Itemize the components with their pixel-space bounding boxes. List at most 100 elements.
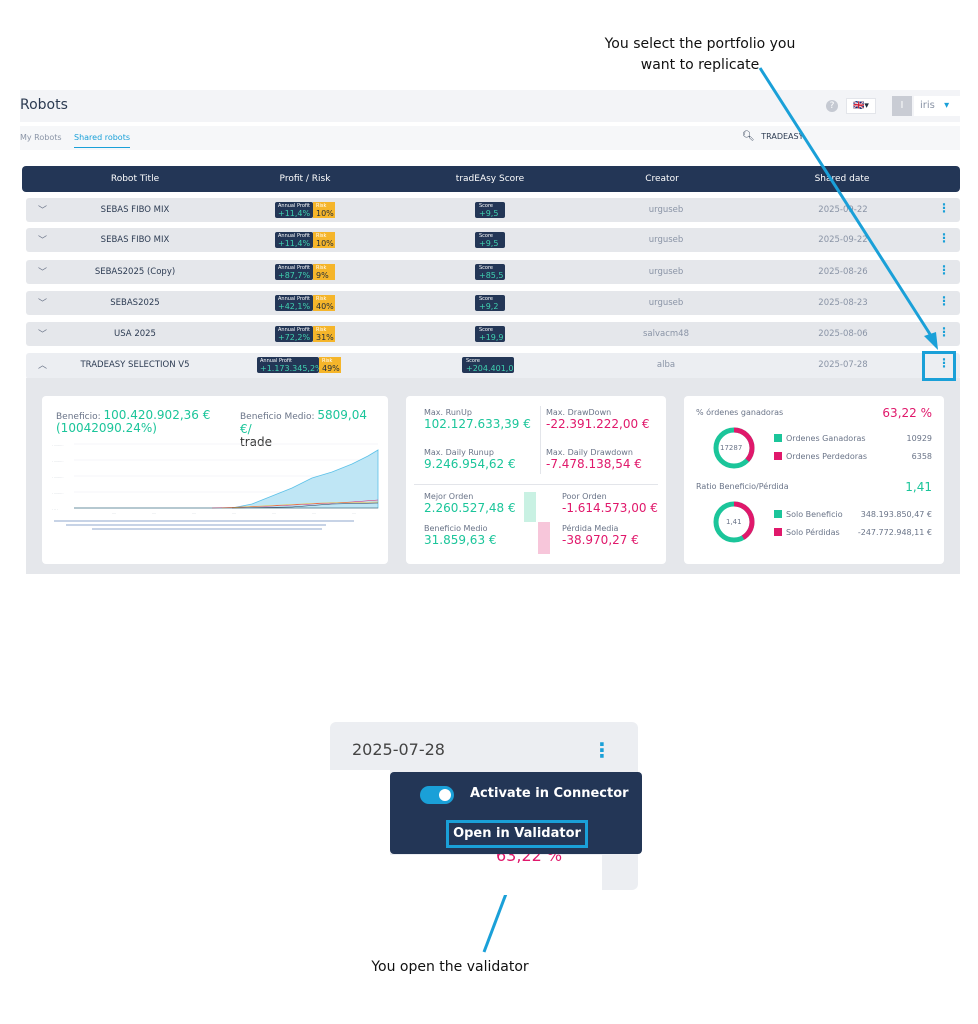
search-icon: 🔍︎ (742, 131, 755, 142)
profit-badge: Annual Profit +1.173.345,2% (257, 357, 319, 373)
col-shared-date[interactable]: Shared date (814, 174, 870, 184)
table-row[interactable]: ︿ TRADEASY SELECTION V5 Annual Profit +1.17… (26, 353, 960, 379)
help-icon[interactable]: ? (826, 100, 838, 112)
win-pct-value: 63,22 % (882, 406, 932, 420)
table-row[interactable]: ﹀ SEBAS FIBO MIX Annual Profit +11,4% Risk 10… (26, 228, 960, 252)
profit-badge-label: Annual Profit (278, 203, 311, 209)
creator: urguseb (648, 267, 684, 277)
chevron-down-icon[interactable]: ﹀ (38, 206, 48, 216)
more-options-icon[interactable]: ⋮ (938, 356, 950, 370)
more-options-icon[interactable]: ⋮ (938, 263, 950, 277)
profit-badge: Annual Profit +87,7% (275, 264, 313, 280)
col-profit-risk[interactable]: Profit / Risk (279, 174, 331, 184)
language-flag-icon[interactable]: 🇬🇧▾ (846, 98, 876, 114)
equity-chart: . ........ . . ........ . . ........ . . .… (52, 443, 379, 530)
max-daily-runup-value: 9.246.954,62 € (424, 457, 516, 471)
creator: alba (656, 360, 676, 370)
solo-beneficio-label: Solo Beneficio (786, 510, 843, 519)
profit-badge: Annual Profit +11,4% (275, 232, 313, 248)
page-title: Robots (20, 97, 68, 113)
toggle-knob (439, 789, 451, 801)
max-drawdown-label: Max. DrawDown (546, 408, 612, 417)
profit-badge-value: +87,7% (278, 271, 311, 280)
ratio-label: Ratio Beneficio/Pérdida (696, 482, 789, 491)
table-row[interactable]: ﹀ SEBAS2025 Annual Profit +42,1% Risk 40% Scor… (26, 291, 960, 315)
risk-badge-value: 49% (322, 364, 340, 373)
max-runup-value: 102.127.633,39 € (424, 417, 531, 431)
table-row[interactable]: ﹀ SEBAS FIBO MIX Annual Profit +11,4% Risk 10… (26, 198, 960, 222)
max-daily-runup-label: Max. Daily Runup (424, 448, 494, 457)
risk-badge-label: Risk (316, 327, 327, 333)
svg-text:....: .... (312, 511, 316, 515)
user-menu[interactable]: iris ▾ (914, 96, 960, 116)
risk-badge: Risk 10% (313, 202, 335, 218)
risk-badge-label: Risk (316, 203, 327, 209)
legend-pink-icon (774, 528, 782, 536)
table-row[interactable]: ﹀ SEBAS2025 (Copy) Annual Profit +87,7% Risk… (26, 260, 960, 284)
score-badge: Score +9,2 (475, 295, 505, 311)
score-badge-value: +85,5 (479, 271, 504, 280)
svg-text:. ........ .: . ........ . (52, 459, 63, 463)
svg-text:....: .... (192, 511, 196, 515)
tab-shared-robots[interactable]: Shared robots (74, 133, 130, 148)
expanded-details: Beneficio: 100.420.902,36 € (10042090.24… (26, 378, 960, 574)
beneficio-medio-label: Beneficio Medio: (240, 412, 315, 422)
beneficio-value: 100.420.902,36 € (103, 408, 211, 422)
svg-text:. ........ .: . ........ . (52, 475, 63, 479)
score-badge-value: +9,5 (479, 209, 499, 218)
more-options-icon[interactable]: ⋮ (938, 325, 950, 339)
more-options-icon[interactable]: ⋮ (938, 294, 950, 308)
beneficio-label: Beneficio: (56, 412, 101, 422)
risk-badge: Risk 49% (319, 357, 341, 373)
robot-options-popup: Activate in Connector Open in Validator (390, 772, 642, 854)
user-name: iris (920, 100, 935, 111)
profit-badge-label: Annual Profit (278, 327, 311, 333)
chevron-down-icon[interactable]: ﹀ (38, 268, 48, 278)
win-pct-label: % órdenes ganadoras (696, 408, 784, 417)
risk-badge-label: Risk (316, 233, 327, 239)
beneficio-medio-unit: trade (240, 435, 272, 449)
table-row[interactable]: ﹀ USA 2025 Annual Profit +72,2% Risk 31% Score… (26, 322, 960, 346)
max-drawdown-value: -22.391.222,00 € (546, 417, 650, 431)
risk-badge-label: Risk (322, 358, 333, 364)
shared-date: 2025-09-22 (818, 235, 868, 245)
chevron-down-icon[interactable]: ﹀ (38, 299, 48, 309)
chevron-down-icon[interactable]: ﹀ (38, 330, 48, 340)
score-badge: Score +204.401,0 (462, 357, 514, 373)
profit-badge-label: Annual Profit (278, 265, 311, 271)
profit-badge-value: +1.173.345,2% (260, 364, 319, 373)
profit-badge: Annual Profit +72,2% (275, 326, 313, 342)
donut2-center: 1,41 (726, 518, 742, 526)
more-options-icon[interactable]: ⋮ (938, 231, 950, 245)
activate-connector-toggle[interactable] (420, 786, 454, 804)
risk-badge: Risk 40% (313, 295, 335, 311)
creator: urguseb (648, 298, 684, 308)
open-validator-button[interactable]: Open in Validator (446, 820, 588, 848)
score-badge-label: Score (479, 296, 494, 302)
chevron-up-icon[interactable]: ︿ (38, 361, 48, 371)
risk-badge: Risk 31% (313, 326, 335, 342)
svg-text:. ........ .: . ........ . (52, 443, 63, 447)
ganadoras-label: Ordenes Ganadoras (786, 434, 866, 443)
more-options-icon[interactable]: ⋮ (592, 738, 612, 762)
svg-text:....: .... (152, 511, 156, 515)
mejor-orden-label: Mejor Orden (424, 492, 474, 501)
col-score[interactable]: tradEAsy Score (455, 174, 525, 184)
shared-date: 2025-07-28 (818, 360, 868, 370)
profit-badge-value: +11,4% (278, 239, 311, 248)
search-input[interactable]: 🔍︎ TRADEASY (742, 131, 804, 142)
col-creator[interactable]: Creator (645, 174, 679, 184)
col-robot-title[interactable]: Robot Title (110, 174, 160, 184)
robot-title: SEBAS FIBO MIX (100, 205, 170, 215)
tab-my-robots[interactable]: My Robots (20, 133, 62, 142)
svg-text:. .. .: . .. . (52, 507, 58, 511)
score-badge: Score +85,5 (475, 264, 505, 280)
top-bar: Robots ? 🇬🇧▾ I iris ▾ (20, 90, 960, 122)
chevron-down-icon[interactable]: ﹀ (38, 236, 48, 246)
ganadoras-value: 10929 (906, 434, 932, 443)
shared-date: 2025-08-23 (818, 298, 868, 308)
svg-text:....: .... (272, 511, 276, 515)
mejor-orden-value: 2.260.527,48 € (424, 501, 516, 515)
svg-text:....: .... (352, 511, 356, 515)
more-options-icon[interactable]: ⋮ (938, 201, 950, 215)
